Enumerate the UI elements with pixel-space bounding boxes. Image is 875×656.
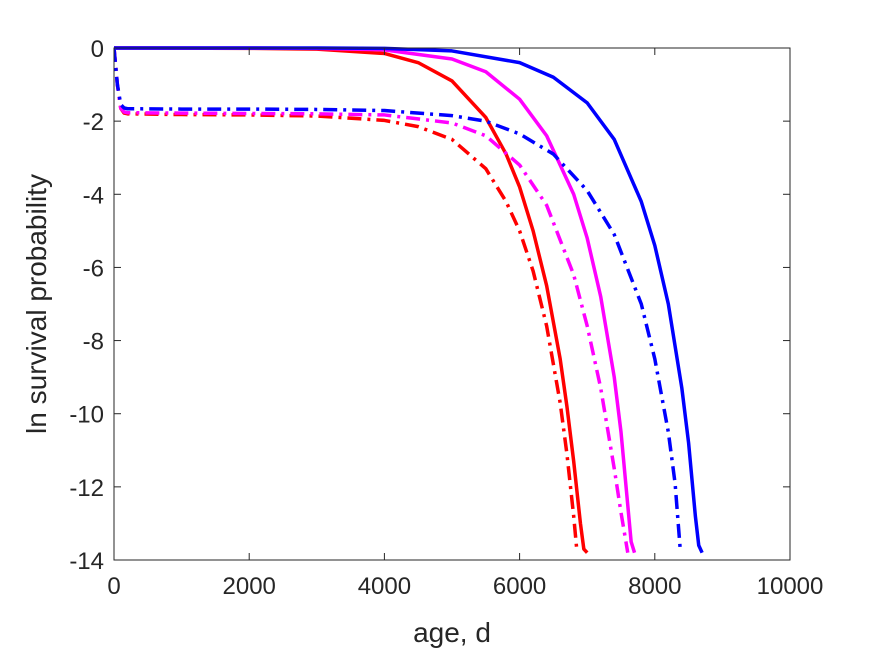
x-tick-label: 6000 [493, 573, 546, 600]
y-tick-label: -10 [69, 402, 104, 429]
y-tick-label: -8 [83, 329, 104, 356]
x-axis-label: age, d [413, 617, 491, 648]
y-tick-label: 0 [91, 36, 104, 63]
y-tick-label: -6 [83, 255, 104, 282]
x-tick-label: 8000 [628, 573, 681, 600]
y-tick-label: -14 [69, 548, 104, 575]
plot-area [114, 48, 790, 560]
series-line-5-dashdot [114, 47, 630, 553]
axes-layer [113, 47, 791, 561]
series-line-1-solid [114, 46, 589, 554]
x-tick-label: 2000 [223, 573, 276, 600]
x-tick-label: 10000 [757, 573, 824, 600]
y-tick-label: -12 [69, 475, 104, 502]
series-line-6-dashdot [114, 47, 683, 553]
plot-background [114, 48, 790, 560]
ticks-layer: 0 2000 4000 6000 8000 10000 0 -2 -4 -6 -8 -10 -12 -14 [69, 36, 823, 600]
y-axis-label: ln survival probability [21, 174, 52, 434]
y-tick-label: -4 [83, 182, 104, 209]
x-tick-label: 0 [107, 573, 120, 600]
y-tick-label: -2 [83, 109, 104, 136]
axes-box [113, 47, 791, 561]
x-tick-label: 4000 [358, 573, 411, 600]
